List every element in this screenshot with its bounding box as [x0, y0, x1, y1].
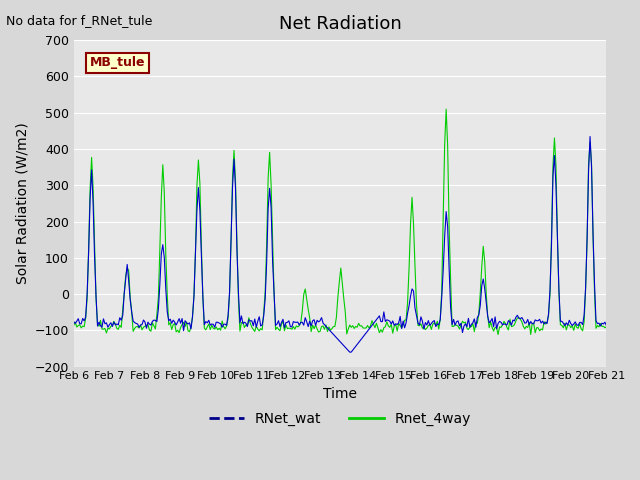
Text: MB_tule: MB_tule	[90, 57, 145, 70]
Text: No data for f_RNet_tule: No data for f_RNet_tule	[6, 14, 153, 27]
Title: Net Radiation: Net Radiation	[278, 15, 401, 33]
X-axis label: Time: Time	[323, 387, 357, 401]
Legend: RNet_wat, Rnet_4way: RNet_wat, Rnet_4way	[204, 406, 477, 432]
Y-axis label: Solar Radiation (W/m2): Solar Radiation (W/m2)	[15, 122, 29, 284]
